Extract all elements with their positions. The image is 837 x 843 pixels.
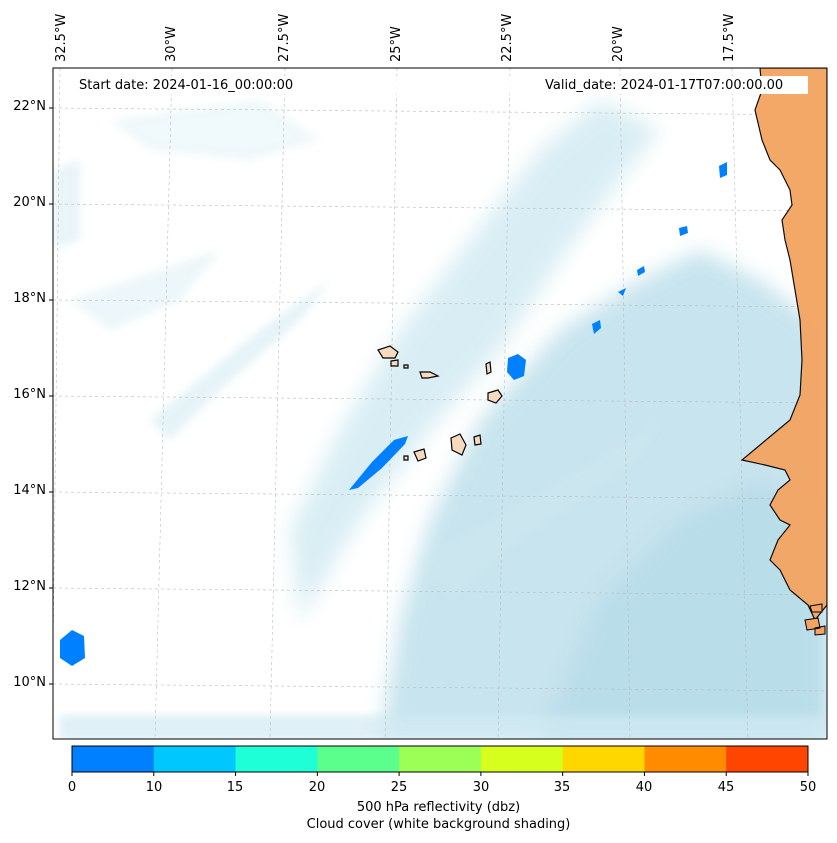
lon-label-25w: 25°W	[389, 26, 404, 62]
colorbar-tick-15: 15	[226, 780, 244, 795]
lat-label-20n: 20°N	[13, 195, 46, 210]
colorbar-tick-10: 10	[145, 780, 163, 795]
start-date-label: Start date: 2024-01-16_00:00:00	[79, 78, 294, 93]
lon-label-20w: 20°W	[611, 26, 626, 62]
valid-date-label: Valid_date: 2024-01-17T07:00:00.00	[545, 78, 784, 93]
lat-ticks	[49, 107, 53, 685]
lat-label-12n: 12°N	[13, 579, 46, 594]
colorbar-tick-45: 45	[717, 780, 735, 795]
colorbar-tick-20: 20	[308, 780, 326, 795]
cape-verde-islands	[377, 345, 503, 462]
header-band	[72, 76, 808, 94]
colorbar	[71, 745, 809, 776]
lat-label-18n: 18°N	[13, 291, 46, 306]
lat-label-16n: 16°N	[13, 387, 46, 402]
colorbar-tick-0: 0	[67, 780, 77, 795]
colorbar-frame	[71, 745, 809, 773]
colorbar-segment	[726, 746, 809, 772]
colorbar-tick-40: 40	[635, 780, 653, 795]
reflectivity-echoes	[60, 162, 727, 666]
colorbar-segment	[72, 746, 155, 772]
lon-label-22-5w: 22.5°W	[500, 13, 515, 62]
colorbar-segment	[480, 746, 564, 772]
lon-label-32-5w: 32.5°W	[54, 13, 69, 62]
colorbar-segment	[153, 746, 237, 772]
cloud-cover-shading	[53, 100, 827, 739]
lat-label-14n: 14°N	[13, 483, 46, 498]
lon-label-30w: 30°W	[164, 26, 179, 62]
colorbar-segment	[235, 746, 318, 772]
colorbar-segment	[317, 746, 400, 772]
colorbar-tick-50: 50	[799, 780, 817, 795]
colorbar-label-reflectivity: 500 hPa reflectivity (dbz)	[356, 800, 521, 815]
colorbar-tick-30: 30	[472, 780, 490, 795]
bijagos-islands	[804, 603, 826, 636]
lat-label-22n: 22°N	[13, 99, 46, 114]
lon-label-27-5w: 27.5°W	[277, 13, 292, 62]
lon-label-17-5w: 17.5°W	[722, 13, 737, 62]
colorbar-tick-25: 25	[390, 780, 408, 795]
lat-label-10n: 10°N	[13, 675, 46, 690]
colorbar-segment	[644, 746, 727, 772]
map-frame	[52, 67, 828, 740]
colorbar-tick-35: 35	[553, 780, 571, 795]
colorbar-segment	[562, 746, 645, 772]
colorbar-segment	[399, 746, 482, 772]
colorbar-label-cloud-cover: Cloud cover (white background shading)	[306, 817, 571, 832]
africa-land	[740, 68, 827, 622]
